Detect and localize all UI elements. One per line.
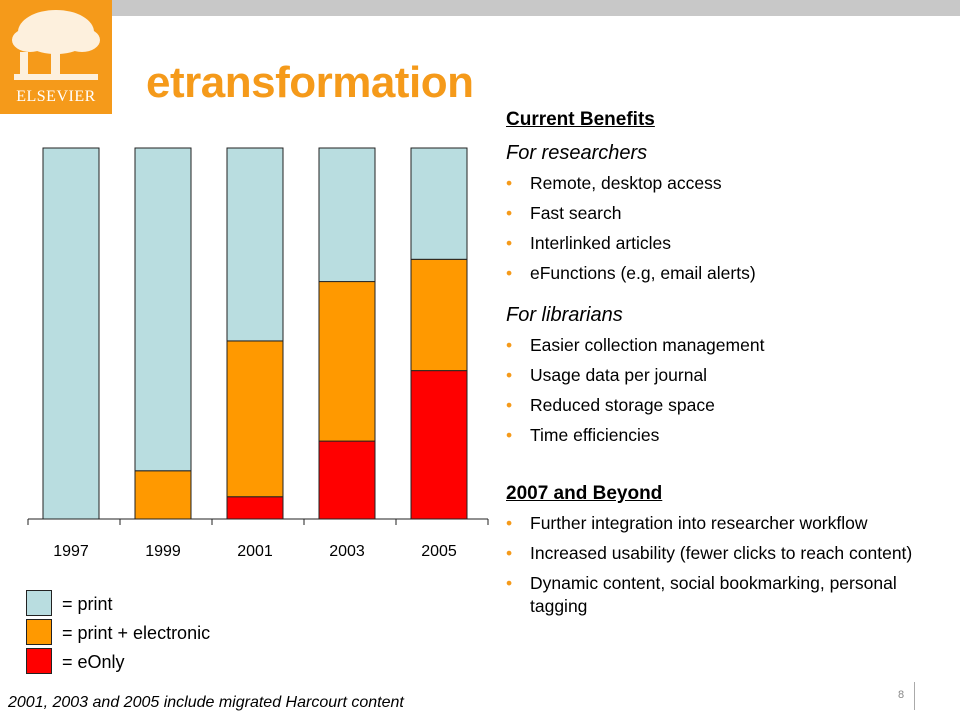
bullet-icon: •: [506, 335, 513, 355]
legend-swatch-eonly: [26, 648, 52, 674]
list-item: • eFunctions (e.g, email alerts): [506, 263, 756, 283]
researchers-list: • Remote, desktop access • Fast search • In…: [506, 172, 946, 285]
list-item: • Further integration into researcher wor…: [506, 513, 868, 533]
top-bar: [112, 0, 960, 16]
x-tick-label: 2005: [421, 543, 457, 560]
x-tick-label: 1999: [145, 543, 181, 560]
bullet-icon: •: [506, 263, 513, 283]
librarians-heading: For librarians: [506, 304, 623, 326]
list-item: • Time efficiencies: [506, 425, 660, 445]
list-item: • Interlinked articles: [506, 233, 672, 253]
list-item: • Usage data per journal: [506, 365, 708, 385]
list-item: • Reduced storage space: [506, 395, 715, 415]
logo-wordmark: ELSEVIER: [16, 88, 96, 105]
list-item: • Increased usability (fewer clicks to re…: [506, 543, 913, 563]
bar-segment-print-1997: [42, 147, 100, 520]
x-axis: 1997 1999 2001 2003 2005: [27, 518, 489, 560]
legend-swatch-print: [26, 590, 52, 616]
page-number: 8: [898, 689, 905, 701]
bar-segment-print-2003: [318, 147, 376, 283]
list-item: • Fast search: [506, 203, 622, 223]
bar-segment-print-2001: [226, 147, 284, 342]
bullet-icon: •: [506, 173, 513, 193]
x-tick-label: 2003: [329, 543, 365, 560]
x-tick-label: 1997: [53, 543, 89, 560]
list-item: • Remote, desktop access: [506, 173, 722, 193]
legend-swatch-print-electronic: [26, 619, 52, 645]
bar-segment-print-2005: [410, 147, 468, 260]
bar-segment-print-electronic-2005: [410, 258, 468, 372]
bullet-icon: •: [506, 513, 513, 533]
bullet-icon: •: [506, 203, 513, 223]
beyond-list: • Further integration into researcher wor…: [506, 512, 946, 618]
bar-segment-eonly-2003: [318, 440, 376, 520]
elsevier-logo: ELSEVIER: [0, 0, 112, 114]
list-item: • Easier collection management: [506, 335, 765, 355]
bullet-icon: •: [506, 233, 513, 253]
legend-label-eonly: = eOnly: [62, 652, 125, 672]
bullet-icon: •: [506, 425, 513, 445]
legend-label-print-electronic: = print + electronic: [62, 623, 211, 643]
bar-segment-print-1999: [134, 147, 192, 472]
bars-group: [42, 147, 468, 520]
beyond-heading: 2007 and Beyond: [506, 483, 663, 504]
benefits-panel: Current Benefits For researchers • Remote…: [506, 106, 946, 625]
legend-label-print: = print: [62, 594, 113, 614]
stacked-bar-chart: 1997 1999 2001 2003 2005: [27, 147, 489, 560]
page-title: etransformation: [146, 58, 474, 107]
bullet-icon: •: [506, 365, 513, 385]
researchers-heading: For researchers: [506, 142, 648, 164]
bar-segment-print-electronic-2003: [318, 281, 376, 442]
chart-footnote: 2001, 2003 and 2005 include migrated Har…: [8, 694, 404, 711]
current-benefits-heading: Current Benefits: [506, 109, 655, 130]
librarians-list: • Easier collection management • Usage dat…: [506, 334, 946, 447]
bar-segment-print-electronic-1999: [134, 470, 192, 520]
bullet-icon: •: [506, 543, 513, 563]
x-tick-label: 2001: [237, 543, 273, 560]
list-item: • Dynamic content, social bookmarking, pe…: [506, 573, 897, 616]
page-divider: [914, 682, 915, 710]
bar-segment-eonly-2005: [410, 370, 468, 520]
tree-icon: [12, 10, 100, 80]
bar-segment-print-electronic-2001: [226, 340, 284, 498]
bullet-icon: •: [506, 395, 513, 415]
bar-segment-eonly-2001: [226, 496, 284, 520]
bullet-icon: •: [506, 573, 513, 593]
